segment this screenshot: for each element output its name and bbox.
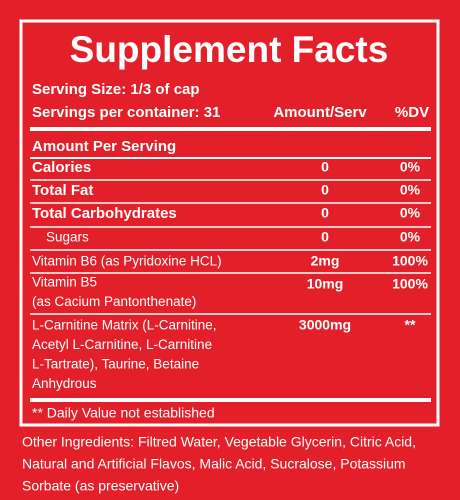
daily-value: 0% [400,182,421,198]
section-title: Amount Per Serving [32,138,176,155]
daily-value: ** [405,317,416,333]
nutrient-name: Vitamin B5 [32,275,97,290]
border [19,19,440,427]
daily-value: 0% [400,229,421,245]
ingredients-line: Sorbate (as preservative) [22,478,179,494]
nutrient-name: L-Tartrate), Taurine, Betaine [32,357,199,372]
ingredients-line: Natural and Artificial Flavos, Malic Aci… [22,456,406,472]
daily-value: 100% [392,253,428,269]
nutrient-name: Calories [32,159,91,176]
amount: 0 [321,205,329,221]
footnote: ** Daily Value not established [32,405,215,421]
amount: 10mg [307,276,344,292]
amount-header: Amount/Serv [273,104,367,121]
nutrient-name: (as Cacium Pantonthenate) [32,294,196,309]
nutrient-name: Anhydrous [32,376,97,391]
amount: 0 [321,159,329,175]
amount: 0 [321,182,329,198]
daily-value: 0% [400,205,421,221]
amount: 3000mg [299,317,351,333]
nutrient-name: Total Carbohydrates [32,205,177,222]
nutrient-name: Sugars [46,230,89,245]
nutrient-name: L-Carnitine Matrix (L-Carnitine, [32,318,217,333]
serving-size: Serving Size: 1/3 of cap [32,81,200,98]
title: Supplement Facts [70,29,389,70]
nutrient-name: Vitamin B6 (as Pyridoxine HCL) [32,254,222,269]
dv-header: %DV [395,104,429,121]
servings-per-container: Servings per container: 31 [32,104,220,121]
ingredients-line: Other Ingredients: Filtred Water, Vegeta… [22,434,416,450]
daily-value: 100% [392,276,428,292]
amount: 2mg [311,253,340,269]
nutrient-name: Acetyl L-Carnitine, L-Carnitine [32,337,212,352]
amount: 0 [321,229,329,245]
daily-value: 0% [400,159,421,175]
nutrient-name: Total Fat [32,182,93,199]
